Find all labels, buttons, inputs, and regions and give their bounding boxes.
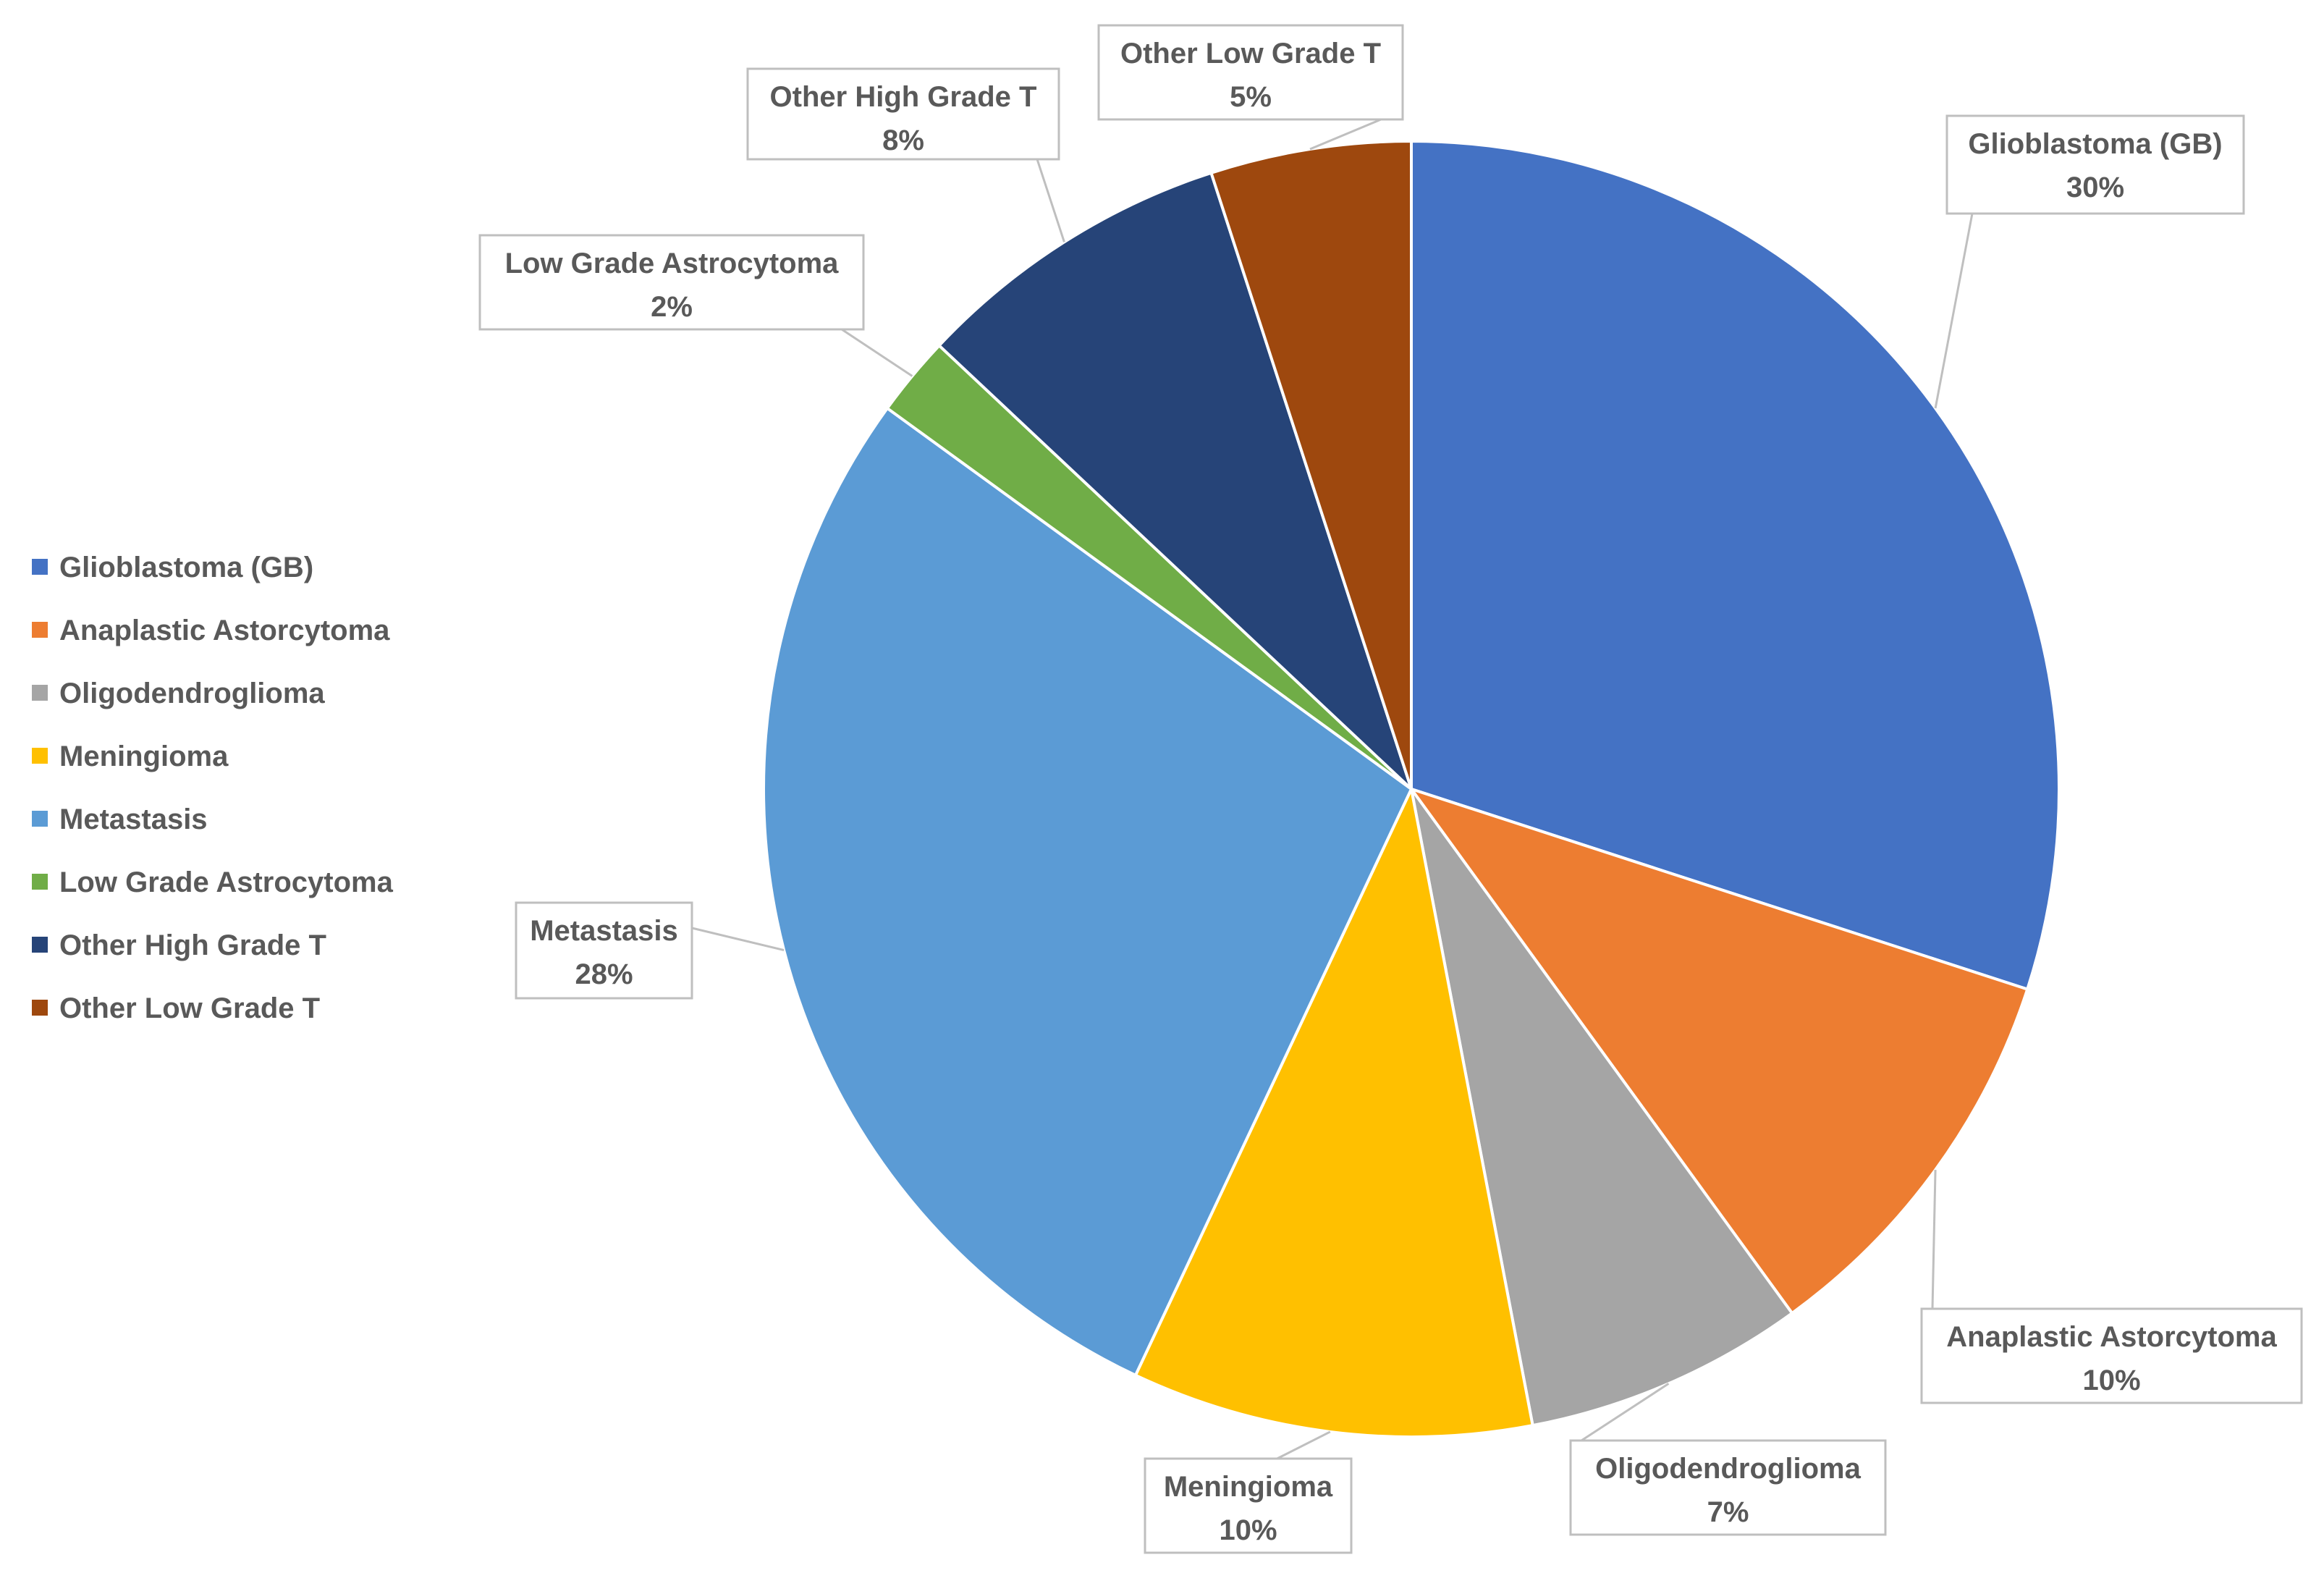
data-label-box-other-low-grade-t: [1097, 24, 1404, 121]
data-label-box-anaplastic-astorcytoma: [1920, 1307, 2303, 1404]
legend-label-glioblastoma-gb: Glioblastoma (GB): [59, 552, 313, 583]
legend-label-anaplastic-astorcytoma: Anaplastic Astorcytoma: [59, 615, 390, 646]
pie-slice-meningioma: [1133, 784, 1535, 1438]
data-label-value-metastasis: 28%: [575, 958, 633, 990]
data-label-category-other-high-grade-t: Other High Grade T: [770, 81, 1037, 113]
data-label-box-meningioma: [1144, 1457, 1353, 1554]
legend-label-other-high-grade-t: Other High Grade T: [59, 929, 326, 961]
legend-swatch-glioblastoma-gb: [32, 559, 48, 575]
data-label-value-low-grade-astrocytoma: 2%: [651, 291, 693, 323]
legend-label-metastasis: Metastasis: [59, 804, 208, 835]
leader-line-other-low-grade-t: [1309, 118, 1382, 151]
data-label-value-glioblastoma-gb: 30%: [2066, 172, 2124, 203]
legend-swatch-meningioma: [32, 748, 48, 764]
legend-swatch-metastasis: [32, 811, 48, 827]
data-label-value-other-low-grade-t: 5%: [1230, 81, 1272, 113]
data-label-category-glioblastoma-gb: Glioblastoma (GB): [1968, 128, 2222, 160]
data-label-category-meningioma: Meningioma: [1164, 1471, 1333, 1503]
leader-line-metastasis: [691, 927, 785, 952]
legend-label-other-low-grade-t: Other Low Grade T: [59, 992, 320, 1024]
pie-slices: [762, 139, 2061, 1438]
legend-swatch-other-high-grade-t: [32, 937, 48, 953]
legend-swatch-oligodendroglioma: [32, 685, 48, 701]
data-label-category-other-low-grade-t: Other Low Grade T: [1120, 38, 1381, 69]
data-label-box-glioblastoma-gb: [1945, 114, 2245, 215]
data-label-box-low-grade-astrocytoma: [478, 234, 865, 331]
data-label-box-oligodendroglioma: [1569, 1439, 1887, 1536]
data-label-box-metastasis: [515, 901, 693, 1000]
legend: Glioblastoma (GB) Anaplastic Astorcytoma O…: [32, 552, 394, 1024]
pie-slice-metastasis: [762, 406, 1414, 1378]
pie-slice-other-high-grade-t: [937, 171, 1413, 790]
leader-lines: [691, 118, 1974, 1460]
data-labels: Glioblastoma (GB) 30% Anaplastic Astorcyto…: [478, 24, 2303, 1554]
data-label-category-low-grade-astrocytoma: Low Grade Astrocytoma: [505, 248, 840, 279]
leader-line-anaplastic-astorcytoma: [1931, 1170, 1937, 1310]
legend-label-meningioma: Meningioma: [59, 741, 229, 772]
legend-swatch-other-low-grade-t: [32, 1000, 48, 1016]
legend-label-oligodendroglioma: Oligodendroglioma: [59, 678, 325, 709]
data-label-value-meningioma: 10%: [1219, 1514, 1277, 1546]
data-label-value-oligodendroglioma: 7%: [1707, 1496, 1749, 1528]
leader-line-glioblastoma-gb: [1934, 213, 1974, 409]
data-label-category-oligodendroglioma: Oligodendroglioma: [1595, 1453, 1861, 1485]
data-label-category-metastasis: Metastasis: [530, 915, 678, 947]
data-label-value-other-high-grade-t: 8%: [882, 125, 924, 156]
data-label-box-other-high-grade-t: [746, 67, 1060, 161]
data-label-value-anaplastic-astorcytoma: 10%: [2082, 1365, 2140, 1396]
legend-swatch-anaplastic-astorcytoma: [32, 622, 48, 638]
leader-line-other-high-grade-t: [1036, 159, 1065, 243]
data-label-category-anaplastic-astorcytoma: Anaplastic Astorcytoma: [1946, 1321, 2277, 1353]
legend-swatch-low-grade-astrocytoma: [32, 874, 48, 890]
pie-slice-anaplastic-astorcytoma: [1407, 786, 2029, 1315]
leader-line-meningioma: [1276, 1430, 1331, 1460]
leader-line-low-grade-astrocytoma: [841, 328, 913, 377]
pie-slice-oligodendroglioma: [1410, 788, 1794, 1427]
leader-line-oligodendroglioma: [1581, 1383, 1670, 1442]
legend-label-low-grade-astrocytoma: Low Grade Astrocytoma: [59, 866, 394, 898]
